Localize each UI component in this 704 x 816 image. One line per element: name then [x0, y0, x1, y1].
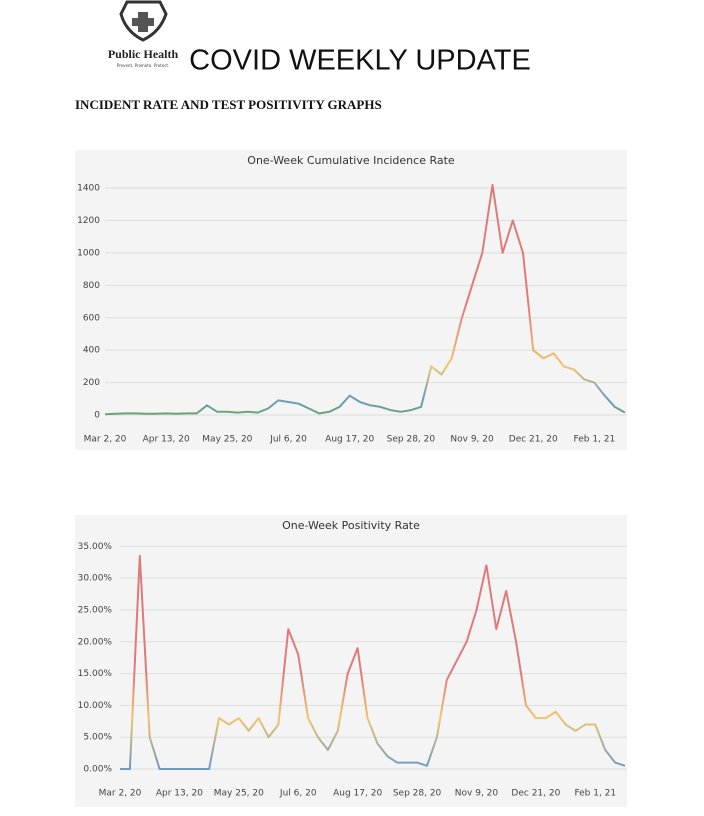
page-title: COVID WEEKLY UPDATE: [189, 45, 531, 77]
x-tick-label: Mar 2, 20: [84, 435, 127, 445]
logo-text: Public Health: [108, 47, 179, 61]
y-tick-label: 15.00%: [78, 669, 113, 679]
y-tick-label: 20.00%: [78, 637, 113, 647]
y-tick-label: 30.00%: [78, 574, 113, 584]
x-tick-label: Feb 1, 21: [574, 435, 616, 445]
x-tick-label: Feb 1, 21: [574, 789, 616, 799]
y-tick-label: 1400: [77, 184, 100, 194]
x-tick-label: Jul 6, 20: [269, 435, 307, 445]
x-tick-label: Apr 13, 20: [156, 789, 203, 799]
data-line: [120, 554, 626, 770]
x-tick-label: Sep 28, 20: [393, 789, 442, 799]
logo-cross: [132, 12, 154, 32]
y-tick-label: 1200: [77, 216, 100, 226]
x-tick-label: Nov 9, 20: [450, 435, 494, 445]
y-tick-label: 1000: [77, 248, 100, 258]
y-tick-label: 10.00%: [78, 701, 113, 711]
x-tick-label: Nov 9, 20: [455, 789, 499, 799]
x-tick-label: Aug 17, 20: [333, 789, 382, 799]
y-tick-label: 400: [83, 346, 100, 356]
chart-panel: [75, 150, 627, 450]
y-tick-label: 0: [94, 411, 100, 421]
x-tick-label: Mar 2, 20: [99, 789, 142, 799]
x-tick-label: Aug 17, 20: [325, 435, 374, 445]
chart-title: One-Week Positivity Rate: [282, 519, 420, 532]
y-tick-label: 35.00%: [78, 542, 113, 552]
y-tick-label: 5.00%: [83, 733, 112, 743]
section-title: INCIDENT RATE AND TEST POSITIVITY GRAPHS: [75, 97, 382, 112]
data-line: [104, 183, 626, 416]
x-tick-label: Jul 6, 20: [279, 789, 317, 799]
y-tick-label: 0.00%: [83, 765, 112, 775]
x-tick-label: Sep 28, 20: [387, 435, 436, 445]
y-tick-label: 25.00%: [78, 605, 113, 615]
x-tick-label: Dec 21, 20: [509, 435, 558, 445]
y-tick-label: 600: [83, 313, 100, 323]
y-tick-label: 200: [83, 378, 100, 388]
x-tick-label: May 25, 20: [202, 435, 252, 445]
chart-panel: [75, 515, 627, 807]
logo-tagline: Prevent. Promote. Protect.: [117, 63, 170, 68]
x-tick-label: May 25, 20: [214, 789, 264, 799]
chart-title: One-Week Cumulative Incidence Rate: [247, 154, 455, 167]
y-tick-label: 800: [83, 281, 100, 291]
x-tick-label: Apr 13, 20: [143, 435, 190, 445]
x-tick-label: Dec 21, 20: [511, 789, 560, 799]
